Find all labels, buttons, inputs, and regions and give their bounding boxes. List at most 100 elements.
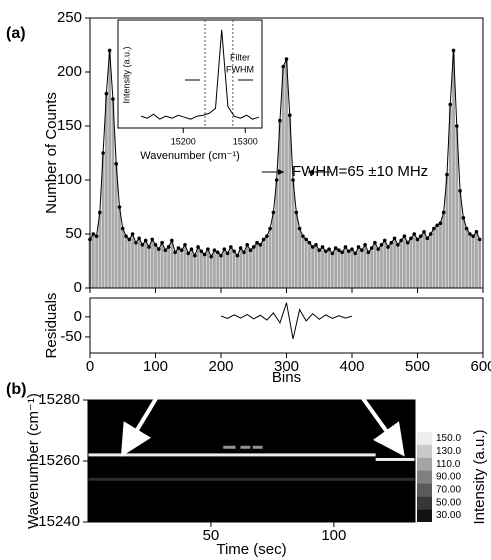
bar	[321, 246, 324, 288]
y-tick-label: 150	[57, 117, 82, 134]
colorbar-tick-label: 90.00	[436, 472, 461, 483]
data-point	[471, 234, 475, 238]
data-point	[258, 243, 263, 247]
colorbar-tick-label: 50.00	[436, 497, 461, 508]
data-point	[366, 250, 371, 255]
x-axis-label: Time (sec)	[216, 541, 286, 558]
y-axis-label: Residuals	[43, 293, 60, 359]
bar	[403, 236, 406, 288]
bar	[239, 248, 243, 288]
data-point	[464, 226, 469, 231]
bar	[124, 236, 128, 288]
data-point	[222, 247, 227, 251]
bar	[157, 249, 161, 288]
bar	[324, 251, 328, 288]
data-point	[94, 234, 99, 238]
data-point	[314, 243, 318, 247]
colorbar-band	[417, 496, 432, 510]
bar	[203, 254, 207, 288]
bar	[160, 242, 164, 288]
data-point	[360, 248, 364, 252]
bar	[265, 236, 269, 288]
colorbar-tick-label: 30.00	[436, 510, 461, 521]
x-tick-label: 500	[405, 358, 430, 375]
y-tick-label: 0	[74, 279, 82, 296]
x-tick-label: 600	[470, 358, 491, 375]
bar	[468, 234, 472, 288]
bar	[173, 252, 177, 288]
bar	[186, 253, 190, 288]
data-point	[271, 210, 276, 215]
data-point	[140, 243, 145, 247]
bar	[448, 104, 452, 289]
data-point	[373, 240, 377, 245]
bar	[219, 255, 223, 288]
bar	[380, 244, 383, 288]
colorbar-tick-label: 110.0	[436, 459, 461, 470]
y-tick-label: -50	[60, 328, 82, 345]
heatmap-background	[88, 400, 415, 522]
data-point	[301, 234, 305, 238]
bar	[291, 180, 295, 288]
bar	[327, 249, 331, 288]
data-point	[179, 248, 184, 252]
data-line	[140, 29, 260, 120]
data-point	[402, 234, 407, 238]
data-point	[150, 237, 155, 242]
y-axis-label: Intensity (a.u.)	[121, 46, 131, 103]
data-point	[212, 248, 217, 252]
bar	[288, 115, 292, 288]
bar	[141, 244, 144, 288]
heatmap-segment	[240, 445, 251, 449]
bar	[337, 250, 341, 288]
bar	[167, 246, 170, 288]
bar	[455, 126, 459, 288]
bar	[419, 236, 423, 288]
data-point	[405, 240, 410, 245]
data-point	[428, 232, 433, 236]
data-point	[425, 236, 430, 241]
y-tick-label: 15280	[38, 391, 80, 408]
inset-background	[117, 19, 263, 129]
bar	[317, 250, 321, 288]
colorbar-band	[417, 509, 432, 522]
bar	[452, 50, 455, 289]
data-point	[438, 221, 443, 225]
bar	[255, 242, 259, 288]
bar	[150, 239, 154, 288]
bar	[442, 212, 446, 288]
x-tick-label: 300	[274, 358, 299, 375]
bar	[101, 153, 105, 288]
arrow-head	[308, 169, 314, 175]
bar	[425, 238, 429, 288]
data-point	[98, 210, 102, 215]
data-point	[409, 236, 413, 241]
data-point	[120, 226, 125, 231]
data-point	[261, 237, 266, 242]
arrow-head	[278, 169, 284, 175]
colorbar-band	[417, 444, 432, 458]
data-point	[356, 245, 361, 249]
bar	[461, 217, 465, 288]
data-point	[229, 245, 233, 249]
data-point	[147, 245, 151, 249]
bar	[196, 246, 200, 288]
x-tick-label: 50	[203, 527, 220, 544]
y-tick-label: 0	[74, 308, 82, 325]
panel-label: (b)	[6, 381, 26, 398]
bar	[147, 246, 151, 288]
bar	[249, 250, 252, 288]
bar	[347, 251, 351, 288]
data-point	[170, 238, 174, 243]
y-tick-label: 15260	[38, 452, 80, 469]
y-tick-label: 200	[57, 63, 82, 80]
data-point	[219, 253, 223, 258]
data-point	[127, 237, 132, 242]
data-point	[333, 246, 338, 250]
data-point	[117, 205, 122, 209]
data-point	[137, 236, 141, 241]
data-point	[196, 245, 200, 249]
bar	[127, 239, 131, 288]
data-point	[245, 243, 249, 247]
